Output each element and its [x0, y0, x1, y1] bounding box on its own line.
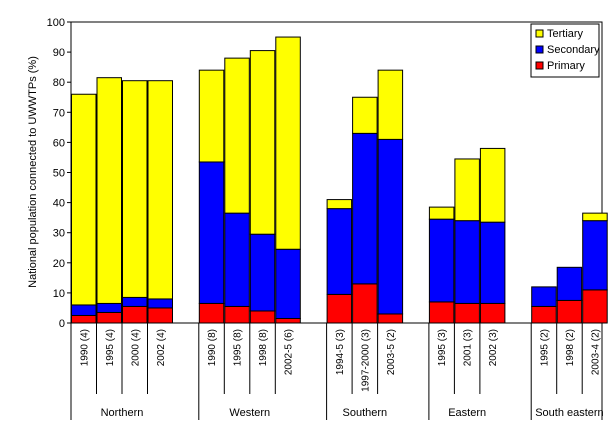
bar-primary-13 [479, 302, 506, 324]
bar-tertiary-13 [479, 147, 506, 223]
y-tick-label: 0 [59, 318, 65, 330]
bar-secondary-3 [147, 298, 173, 309]
x-tick-label: 1998 (2) [565, 329, 576, 366]
bar-tertiary-12 [454, 158, 480, 222]
bar-tertiary-10 [377, 69, 404, 140]
bar-tertiary-9 [352, 96, 378, 134]
x-tick-label: 2002 (4) [156, 329, 167, 366]
bar-primary-6 [249, 310, 276, 324]
bar-tertiary-6 [249, 50, 276, 235]
bar-primary-16 [582, 289, 608, 324]
bar-tertiary-1 [96, 77, 122, 304]
y-tick-label: 40 [53, 198, 65, 210]
x-tick-label: 1998 (8) [258, 329, 269, 366]
bar-primary-14 [531, 305, 557, 324]
x-tick-label: 2000 (4) [130, 329, 141, 366]
y-tick-label: 90 [53, 47, 65, 59]
bar-primary-1 [96, 311, 122, 324]
bar-primary-11 [428, 301, 455, 324]
x-tick-label: 1997-2000 (3) [360, 329, 371, 392]
x-tick-label: 2002 (3) [488, 329, 499, 366]
bar-secondary-5 [224, 212, 250, 307]
bar-primary-5 [224, 305, 250, 324]
legend-label-primary: Primary [547, 60, 585, 72]
group-label: South eastern [535, 407, 604, 419]
group-label: Western [229, 407, 270, 419]
bar-tertiary-8 [326, 199, 353, 210]
bar-secondary-12 [454, 220, 480, 304]
y-tick-label: 50 [53, 168, 65, 180]
group-label: Northern [101, 407, 144, 419]
x-tick-label: 1995 (2) [539, 329, 550, 366]
bar-secondary-8 [326, 208, 353, 295]
bar-secondary-15 [556, 266, 583, 301]
y-tick-label: 80 [53, 77, 65, 89]
x-tick-label: 1990 (4) [79, 329, 90, 366]
x-tick-label: 1990 (8) [207, 329, 218, 366]
bar-tertiary-11 [428, 206, 455, 220]
bar-primary-8 [326, 293, 353, 324]
x-tick-label: 1994-5 (3) [335, 329, 346, 375]
bar-tertiary-7 [275, 36, 301, 250]
x-tick-label: 1995 (3) [437, 329, 448, 366]
legend: Tertiary Secondary Primary [530, 23, 600, 78]
bar-secondary-7 [275, 248, 301, 319]
y-tick-label: 70 [53, 107, 65, 119]
legend-swatch-secondary [535, 45, 544, 54]
y-axis-title: National population connected to UWWTPs … [27, 56, 39, 288]
bar-tertiary-16 [582, 212, 608, 222]
bar-primary-15 [556, 299, 583, 324]
bar-tertiary-3 [147, 80, 173, 300]
bar-primary-4 [198, 302, 225, 324]
group-label: Southern [343, 407, 388, 419]
x-tick-label: 2001 (3) [463, 329, 474, 366]
bar-secondary-2 [122, 296, 148, 307]
plot-area: 0 10 20 30 40 50 60 70 80 90 100 1990 (4) 1995 (4) 20… [47, 17, 608, 420]
y-axis-title-group: National population connected to UWWTPs … [27, 56, 39, 288]
group-label: Eastern [448, 407, 486, 419]
bar-primary-3 [147, 307, 173, 324]
bar-tertiary-5 [224, 57, 250, 214]
bar-secondary-9 [352, 132, 378, 285]
bar-secondary-4 [198, 161, 225, 304]
x-tick-label: 1995 (4) [105, 329, 116, 366]
bar-primary-10 [377, 313, 404, 324]
bar-tertiary-2 [122, 80, 148, 298]
bar-secondary-14 [531, 286, 557, 307]
bar-primary-12 [454, 302, 480, 324]
y-tick-label: 60 [53, 137, 65, 149]
x-tick-label: 2003-4 (2) [590, 329, 601, 375]
y-tick-label: 100 [47, 17, 65, 29]
legend-label-secondary: Secondary [547, 44, 600, 56]
bar-secondary-6 [249, 233, 276, 312]
bar-secondary-11 [428, 218, 455, 303]
bar-secondary-10 [377, 138, 404, 315]
legend-label-tertiary: Tertiary [547, 28, 584, 40]
y-tick-label: 10 [53, 288, 65, 300]
legend-swatch-primary [535, 61, 544, 70]
x-tick-label: 2003-5 (2) [386, 329, 397, 375]
y-tick-label: 20 [53, 258, 65, 270]
bar-primary-2 [122, 305, 148, 324]
bar-tertiary-4 [198, 69, 225, 163]
bar-primary-0 [71, 314, 97, 324]
y-tick-label: 30 [53, 228, 65, 240]
bar-secondary-13 [479, 221, 506, 304]
bar-primary-9 [352, 283, 378, 324]
x-tick-label: 2002-5 (6) [284, 329, 295, 375]
bar-tertiary-0 [71, 93, 97, 306]
x-tick-label: 1995 (8) [233, 329, 244, 366]
legend-swatch-tertiary [535, 29, 544, 38]
bar-secondary-1 [96, 302, 122, 313]
bar-secondary-0 [71, 304, 97, 316]
bar-secondary-16 [582, 220, 608, 291]
bar-primary-7 [275, 317, 301, 324]
